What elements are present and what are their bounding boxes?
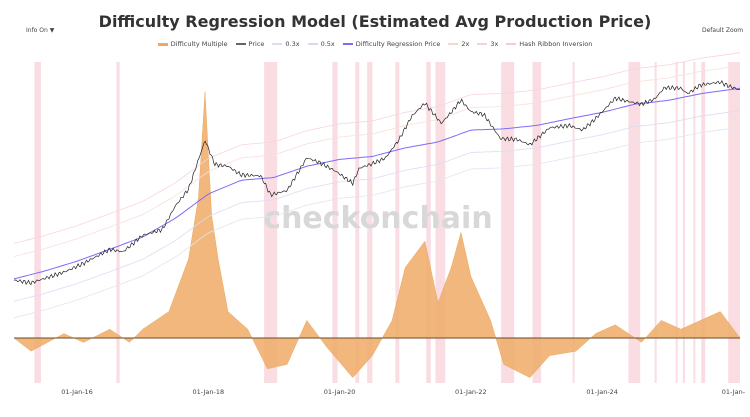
legend-item[interactable]: 0.3x <box>272 40 300 48</box>
legend-label: Difficulty Regression Price <box>355 40 441 48</box>
hash-ribbon-band <box>34 62 41 383</box>
legend-item[interactable]: Hash Ribbon Inversion <box>506 40 592 48</box>
x-tick-label: 01-Jan-24 <box>586 388 618 396</box>
hash-ribbon-band <box>116 62 120 383</box>
x-tick-label: 01-Jan-18 <box>192 388 224 396</box>
hash-ribbon-band <box>675 62 678 383</box>
hash-ribbon-band <box>532 62 542 383</box>
x-tick-label: 01-Jan- <box>722 388 746 396</box>
legend-item[interactable]: Price <box>235 40 265 48</box>
chart-title: Difficulty Regression Model (Estimated A… <box>98 12 652 31</box>
watermark: checkonchain <box>263 201 492 236</box>
legend-label: 3x <box>490 40 499 48</box>
band-3x-line <box>13 52 741 244</box>
legend-item[interactable]: 0.5x <box>307 40 335 48</box>
hash-ribbon-band <box>332 62 338 383</box>
band-2x-line <box>13 65 741 257</box>
band-0_3x-line <box>13 126 741 319</box>
legend-label: 0.3x <box>285 40 300 48</box>
hash-ribbon-band <box>367 62 373 383</box>
band-0_5x-line <box>13 110 741 302</box>
hash-ribbon-band <box>501 62 515 383</box>
hash-ribbon-band <box>395 62 400 383</box>
x-tick-label: 01-Jan-22 <box>455 388 487 396</box>
legend-label: Difficulty Multiple <box>170 40 228 48</box>
info-toggle-label: Info On <box>26 27 48 34</box>
legend-swatch <box>157 42 168 46</box>
legend-item[interactable]: 3x <box>477 40 498 48</box>
legend-label: Hash Ribbon Inversion <box>519 40 593 48</box>
price-line <box>13 80 741 286</box>
hash-ribbon-band <box>572 62 575 383</box>
hash-ribbon-band <box>728 62 740 383</box>
legend-swatch <box>235 43 246 45</box>
caret-down-icon: ▼ <box>49 27 55 34</box>
hash-ribbon-band <box>426 62 431 383</box>
hash-ribbon-band <box>654 62 657 383</box>
hash-ribbon-band <box>701 62 706 383</box>
legend-label: 2x <box>461 40 470 48</box>
legend-swatch <box>307 43 318 45</box>
default-zoom-button[interactable]: Default Zoom <box>702 27 744 34</box>
legend-item[interactable]: Difficulty Multiple <box>157 40 228 48</box>
hash-ribbon-band <box>693 62 696 383</box>
hash-ribbon-band <box>682 62 685 383</box>
x-tick-label: 01-Jan-16 <box>61 388 93 396</box>
legend: Difficulty Multiple Price 0.3x 0.5x Difficul… <box>0 40 750 48</box>
legend-label: 0.5x <box>320 40 335 48</box>
hash-ribbon-band <box>628 62 641 383</box>
hash-ribbon-band <box>435 62 446 383</box>
regression-price-line <box>13 87 741 280</box>
legend-swatch <box>506 43 517 45</box>
info-toggle[interactable]: Info On ▼ <box>26 27 54 34</box>
legend-swatch <box>477 43 488 45</box>
legend-item[interactable]: Difficulty Regression Price <box>342 40 441 48</box>
legend-item[interactable]: 2x <box>448 40 469 48</box>
hash-ribbon-band <box>355 62 360 383</box>
legend-swatch <box>342 43 353 45</box>
legend-swatch <box>448 43 459 45</box>
legend-label: Price <box>248 40 265 48</box>
x-tick-label: 01-Jan-20 <box>324 388 356 396</box>
legend-swatch <box>272 43 283 45</box>
